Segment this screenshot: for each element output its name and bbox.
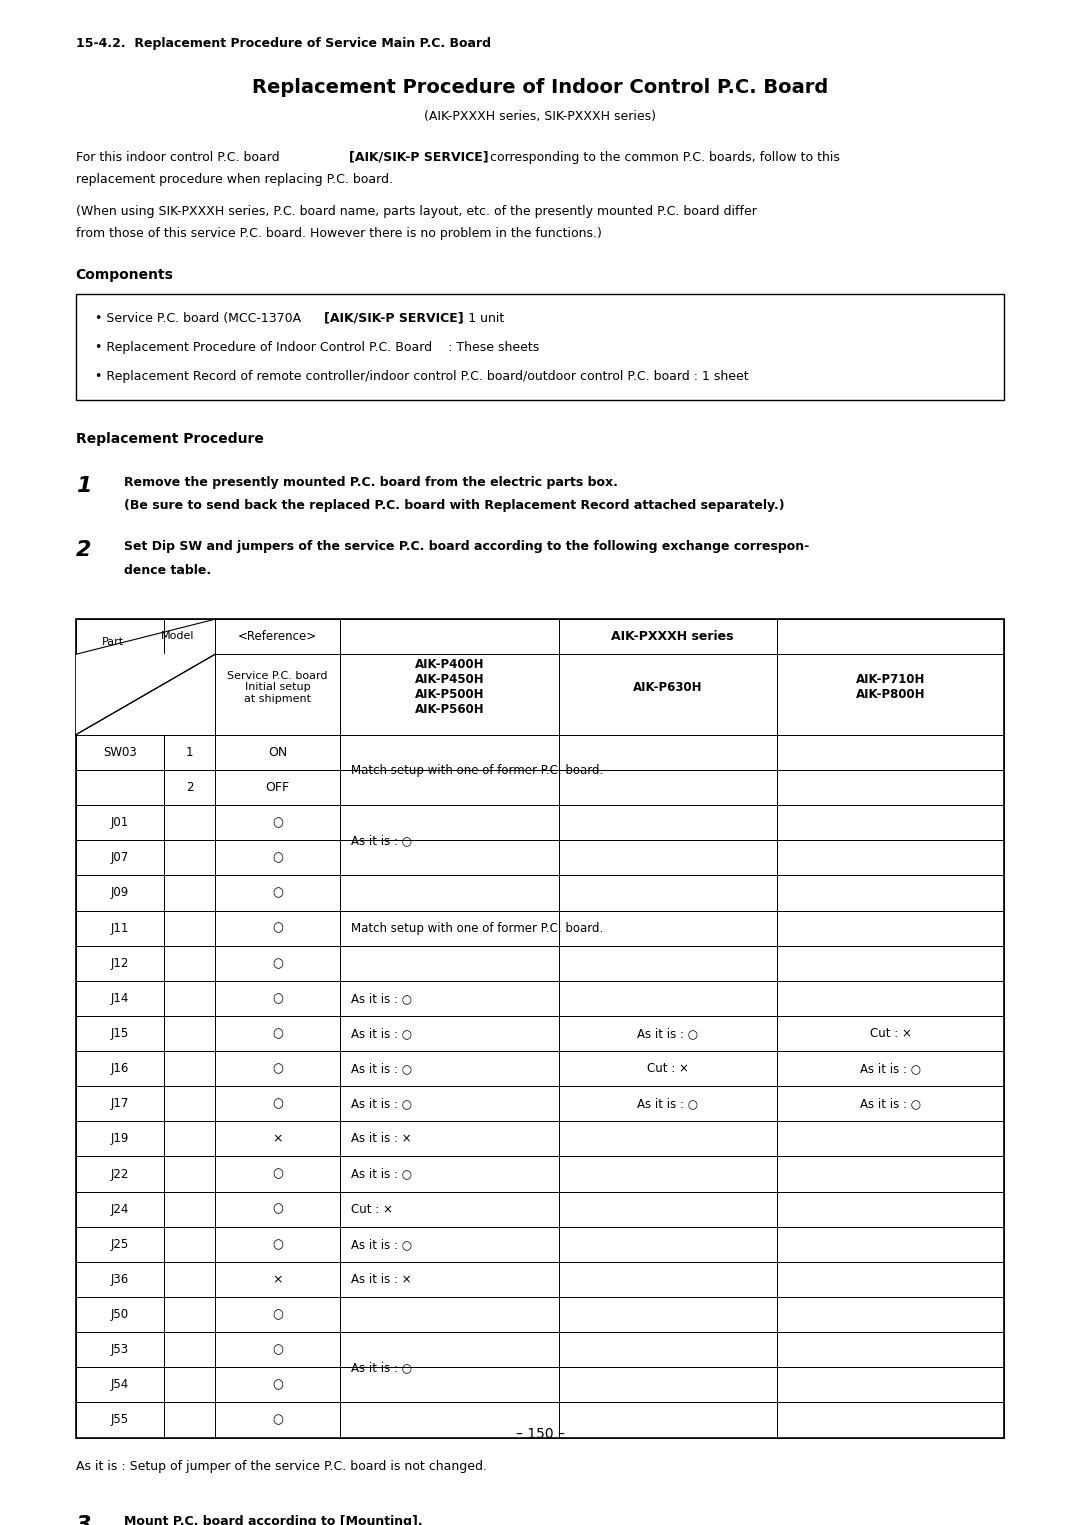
Text: AIK-P710H
AIK-P800H: AIK-P710H AIK-P800H	[855, 674, 926, 702]
Text: Service P.C. board
Initial setup
at shipment: Service P.C. board Initial setup at ship…	[228, 671, 328, 705]
Text: Cut : ×: Cut : ×	[869, 1026, 912, 1040]
Text: – 150 –: – 150 –	[515, 1427, 565, 1441]
Text: • Service P.C. board (MCC-1370A: • Service P.C. board (MCC-1370A	[95, 311, 306, 325]
Text: SW03: SW03	[103, 746, 136, 759]
Text: ○: ○	[272, 886, 283, 900]
Text: ×: ×	[272, 1273, 283, 1286]
Text: As it is : ○: As it is : ○	[351, 834, 413, 846]
Text: J50: J50	[110, 1308, 129, 1321]
Text: ○: ○	[272, 1379, 283, 1391]
Text: As it is : ○: As it is : ○	[637, 1026, 698, 1040]
Text: ○: ○	[272, 921, 283, 935]
Text: As it is : ○: As it is : ○	[351, 1061, 413, 1075]
Text: ○: ○	[272, 1098, 283, 1110]
Text: 2: 2	[186, 781, 193, 795]
Text: <Reference>: <Reference>	[238, 630, 318, 644]
Text: J36: J36	[110, 1273, 129, 1286]
Text: ○: ○	[272, 851, 283, 865]
Text: ×: ×	[272, 1133, 283, 1145]
Text: As it is : Setup of jumper of the service P.C. board is not changed.: As it is : Setup of jumper of the servic…	[76, 1459, 487, 1473]
Text: replacement procedure when replacing P.C. board.: replacement procedure when replacing P.C…	[76, 172, 393, 186]
Text: AIK-PXXXH series: AIK-PXXXH series	[611, 630, 733, 644]
Text: As it is : ○: As it is : ○	[351, 991, 413, 1005]
Text: : 1 unit: : 1 unit	[456, 311, 504, 325]
Text: from those of this service P.C. board. However there is no problem in the functi: from those of this service P.C. board. H…	[76, 227, 602, 239]
Text: Replacement Procedure: Replacement Procedure	[76, 432, 264, 445]
Text: (AIK-PXXXH series, SIK-PXXXH series): (AIK-PXXXH series, SIK-PXXXH series)	[424, 110, 656, 124]
Text: Set Dip SW and jumpers of the service P.C. board according to the following exch: Set Dip SW and jumpers of the service P.…	[124, 540, 809, 554]
Text: J16: J16	[110, 1061, 129, 1075]
Text: ○: ○	[272, 1414, 283, 1426]
Text: J19: J19	[110, 1133, 129, 1145]
Text: As it is : ○: As it is : ○	[351, 1168, 413, 1180]
Bar	[76, 294, 1004, 400]
Text: J17: J17	[110, 1098, 129, 1110]
Text: J25: J25	[110, 1238, 129, 1250]
Text: J14: J14	[110, 991, 129, 1005]
Text: As it is : ○: As it is : ○	[351, 1026, 413, 1040]
Text: [AIK/SIK-P SERVICE]: [AIK/SIK-P SERVICE]	[349, 151, 488, 163]
Text: J53: J53	[110, 1344, 129, 1356]
Text: Match setup with one of former P.C. board.: Match setup with one of former P.C. boar…	[351, 764, 604, 776]
Text: J24: J24	[110, 1203, 129, 1215]
Text: • Replacement Record of remote controller/indoor control P.C. board/outdoor cont: • Replacement Record of remote controlle…	[95, 371, 748, 383]
Text: 1: 1	[76, 476, 91, 496]
Text: J55: J55	[110, 1414, 129, 1426]
Text: J54: J54	[110, 1379, 129, 1391]
Text: Model: Model	[161, 631, 194, 640]
Text: For this indoor control P.C. board: For this indoor control P.C. board	[76, 151, 283, 163]
Text: • Replacement Procedure of Indoor Control P.C. Board    : These sheets: • Replacement Procedure of Indoor Contro…	[95, 342, 539, 354]
Text: Cut : ×: Cut : ×	[647, 1061, 689, 1075]
Text: J07: J07	[110, 851, 129, 865]
Text: J15: J15	[110, 1026, 129, 1040]
Text: (Be sure to send back the replaced P.C. board with Replacement Record attached s: (Be sure to send back the replaced P.C. …	[124, 499, 785, 512]
Text: [AIK/SIK-P SERVICE]: [AIK/SIK-P SERVICE]	[324, 311, 463, 325]
Bar	[76, 619, 1004, 1438]
Text: dence table.: dence table.	[124, 564, 212, 576]
Text: As it is : ×: As it is : ×	[351, 1133, 411, 1145]
Text: Mount P.C. board according to [Mounting].: Mount P.C. board according to [Mounting]…	[124, 1516, 423, 1525]
Text: Replacement Procedure of Indoor Control P.C. Board: Replacement Procedure of Indoor Control …	[252, 78, 828, 96]
Text: 15-4.2.  Replacement Procedure of Service Main P.C. Board: 15-4.2. Replacement Procedure of Service…	[76, 37, 490, 50]
Text: As it is : ×: As it is : ×	[351, 1273, 411, 1286]
Text: ○: ○	[272, 1061, 283, 1075]
Text: As it is : ○: As it is : ○	[351, 1238, 413, 1250]
Text: As it is : ○: As it is : ○	[860, 1098, 921, 1110]
Text: J11: J11	[110, 921, 129, 935]
Text: ○: ○	[272, 1026, 283, 1040]
Text: As it is : ○: As it is : ○	[637, 1098, 698, 1110]
Bar	[76, 654, 215, 735]
Text: J12: J12	[110, 956, 129, 970]
Text: ○: ○	[272, 1308, 283, 1321]
Text: ○: ○	[272, 991, 283, 1005]
Text: ○: ○	[272, 1344, 283, 1356]
Text: J22: J22	[110, 1168, 129, 1180]
Text: Match setup with one of former P.C. board.: Match setup with one of former P.C. boar…	[351, 921, 604, 935]
Text: ○: ○	[272, 816, 283, 830]
Text: As it is : ○: As it is : ○	[860, 1061, 921, 1075]
Text: Cut : ×: Cut : ×	[351, 1203, 393, 1215]
Text: ○: ○	[272, 1238, 283, 1250]
Text: corresponding to the common P.C. boards, follow to this: corresponding to the common P.C. boards,…	[486, 151, 840, 163]
Text: Components: Components	[76, 268, 174, 282]
Text: 3: 3	[76, 1516, 91, 1525]
Text: J01: J01	[110, 816, 129, 830]
Text: AIK-P400H
AIK-P450H
AIK-P500H
AIK-P560H: AIK-P400H AIK-P450H AIK-P500H AIK-P560H	[415, 659, 484, 717]
Text: J09: J09	[110, 886, 129, 900]
Text: Part: Part	[102, 637, 124, 647]
Text: 1: 1	[186, 746, 193, 759]
Text: As it is : ○: As it is : ○	[351, 1360, 413, 1374]
Text: As it is : ○: As it is : ○	[351, 1098, 413, 1110]
Text: (When using SIK-PXXXH series, P.C. board name, parts layout, etc. of the present: (When using SIK-PXXXH series, P.C. board…	[76, 204, 756, 218]
Text: AIK-P630H: AIK-P630H	[633, 680, 702, 694]
Text: 2: 2	[76, 540, 91, 560]
Text: ○: ○	[272, 1203, 283, 1215]
Text: ○: ○	[272, 956, 283, 970]
Text: Remove the presently mounted P.C. board from the electric parts box.: Remove the presently mounted P.C. board …	[124, 476, 618, 490]
Text: OFF: OFF	[266, 781, 289, 795]
Text: ○: ○	[272, 1168, 283, 1180]
Text: ON: ON	[268, 746, 287, 759]
